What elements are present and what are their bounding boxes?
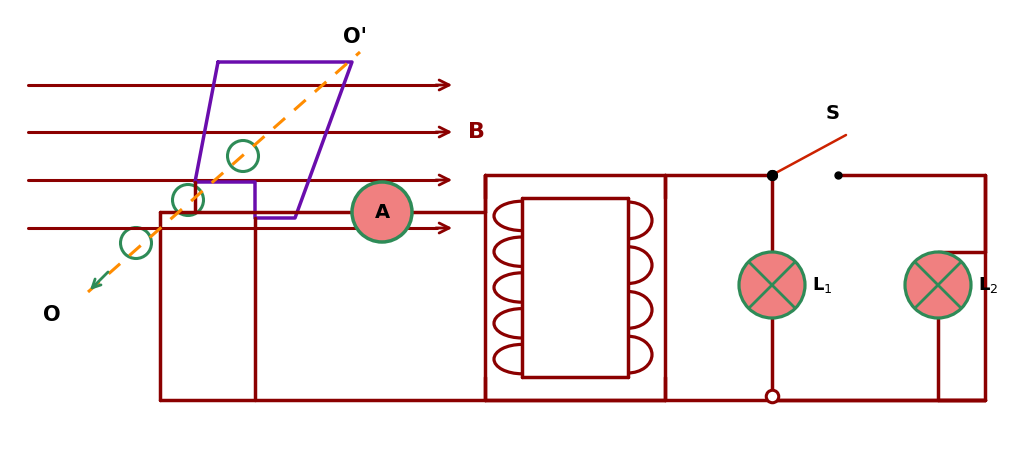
- Text: O': O': [343, 27, 367, 47]
- Text: O: O: [43, 305, 60, 325]
- Text: L$_2$: L$_2$: [978, 275, 998, 295]
- Text: L$_1$: L$_1$: [812, 275, 833, 295]
- Circle shape: [905, 252, 971, 318]
- Circle shape: [739, 252, 805, 318]
- Text: B: B: [468, 122, 485, 142]
- Circle shape: [352, 182, 412, 242]
- Text: S: S: [826, 104, 840, 123]
- Text: A: A: [375, 203, 389, 221]
